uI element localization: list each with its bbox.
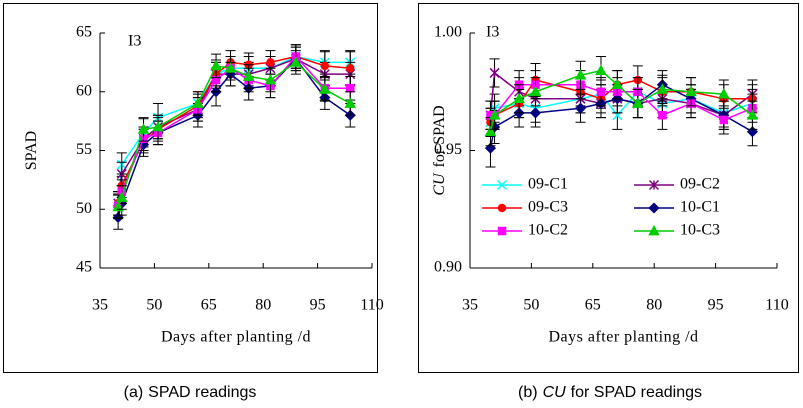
marker bbox=[648, 179, 660, 191]
panel-frame bbox=[3, 3, 378, 373]
caption-part: SPAD readings bbox=[148, 384, 256, 401]
series-line bbox=[490, 83, 753, 121]
marker bbox=[319, 83, 331, 94]
series-line bbox=[489, 83, 753, 149]
legend-entry: 09-C2 bbox=[634, 176, 720, 193]
y-tick-label: 60 bbox=[76, 82, 92, 99]
marker bbox=[320, 61, 330, 71]
marker bbox=[484, 125, 497, 137]
x-axis-label: Days after planting /d bbox=[548, 329, 698, 346]
x-tick-label: 80 bbox=[646, 297, 662, 314]
y-tick-label: 0.90 bbox=[434, 259, 462, 276]
caption: (a) SPAD readings bbox=[124, 384, 257, 401]
x-tick-label: 50 bbox=[146, 297, 162, 314]
marker bbox=[210, 59, 222, 71]
marker bbox=[266, 58, 275, 67]
panel-frame bbox=[418, 3, 799, 373]
marker bbox=[648, 202, 660, 214]
legend-label: 09-C2 bbox=[680, 176, 720, 193]
caption-part: for SPAD readings bbox=[571, 384, 702, 401]
marker bbox=[488, 109, 501, 120]
marker bbox=[612, 110, 623, 121]
marker bbox=[345, 83, 355, 93]
marker bbox=[648, 224, 660, 236]
marker bbox=[574, 102, 587, 114]
y-tick-label: 1.00 bbox=[434, 24, 462, 41]
caption: (b) CU for SPAD readings bbox=[518, 384, 702, 401]
panel-label: I3 bbox=[128, 33, 141, 50]
caption-part: (a) bbox=[124, 384, 144, 401]
marker bbox=[611, 78, 624, 90]
marker bbox=[513, 92, 525, 104]
marker bbox=[658, 111, 667, 120]
marker bbox=[497, 203, 507, 213]
legend-entry: 10-C3 bbox=[634, 222, 720, 239]
y-tick-label: 55 bbox=[76, 141, 92, 158]
x-tick-label: 50 bbox=[523, 297, 539, 314]
marker bbox=[719, 115, 729, 125]
marker bbox=[242, 70, 255, 81]
x-tick-label: 110 bbox=[360, 297, 383, 314]
x-tick-label: 95 bbox=[708, 297, 724, 314]
marker bbox=[529, 85, 542, 97]
x-tick-label: 110 bbox=[765, 297, 788, 314]
marker bbox=[112, 200, 124, 212]
marker bbox=[497, 226, 507, 236]
x-tick-label: 95 bbox=[310, 297, 326, 314]
marker bbox=[574, 69, 587, 80]
legend-label: 10-C3 bbox=[680, 222, 720, 239]
marker bbox=[345, 64, 355, 73]
panel-label: I3 bbox=[486, 24, 499, 41]
y-label-part: CU bbox=[431, 172, 448, 196]
marker bbox=[264, 73, 277, 85]
caption-part: CU bbox=[543, 384, 567, 401]
caption-part: (b) bbox=[518, 384, 538, 401]
marker bbox=[718, 88, 730, 99]
marker bbox=[192, 97, 204, 108]
series-line bbox=[117, 55, 351, 206]
y-tick-label: 50 bbox=[76, 200, 92, 217]
marker bbox=[224, 62, 237, 73]
x-tick-label: 35 bbox=[462, 297, 478, 314]
marker bbox=[746, 109, 759, 120]
marker bbox=[656, 83, 669, 94]
legend-entry: 09-C3 bbox=[482, 199, 568, 216]
legend-entry: 10-C1 bbox=[634, 199, 720, 216]
y-axis-label: SPAD bbox=[23, 131, 40, 170]
y-label-part: SPAD bbox=[23, 131, 40, 170]
marker bbox=[290, 56, 302, 67]
marker bbox=[152, 120, 164, 132]
marker bbox=[115, 191, 128, 202]
marker bbox=[596, 87, 606, 96]
marker bbox=[344, 97, 357, 108]
marker bbox=[496, 179, 508, 191]
marker bbox=[137, 123, 150, 134]
legend-label: 09-C1 bbox=[528, 176, 568, 193]
y-tick-label: 65 bbox=[76, 24, 92, 41]
marker bbox=[632, 97, 644, 108]
marker bbox=[529, 107, 542, 119]
legend-label: 09-C3 bbox=[528, 199, 568, 216]
x-axis-label: Days after planting /d bbox=[161, 329, 311, 346]
x-tick-label: 65 bbox=[585, 297, 601, 314]
y-label-part: for SPAD bbox=[431, 105, 448, 167]
marker bbox=[595, 64, 607, 75]
legend-entry: 09-C1 bbox=[482, 176, 568, 193]
marker bbox=[489, 67, 500, 78]
y-axis-label: CU for SPAD bbox=[431, 105, 448, 195]
y-tick-label: 0.95 bbox=[434, 141, 462, 158]
legend-label: 10-C1 bbox=[680, 199, 720, 216]
x-tick-label: 35 bbox=[92, 297, 108, 314]
x-tick-label: 80 bbox=[255, 297, 271, 314]
y-tick-label: 45 bbox=[76, 259, 92, 276]
x-tick-label: 65 bbox=[201, 297, 217, 314]
series-line bbox=[117, 57, 351, 218]
legend-entry: 10-C2 bbox=[482, 222, 568, 239]
legend-label: 10-C2 bbox=[528, 222, 568, 239]
marker bbox=[685, 85, 697, 97]
